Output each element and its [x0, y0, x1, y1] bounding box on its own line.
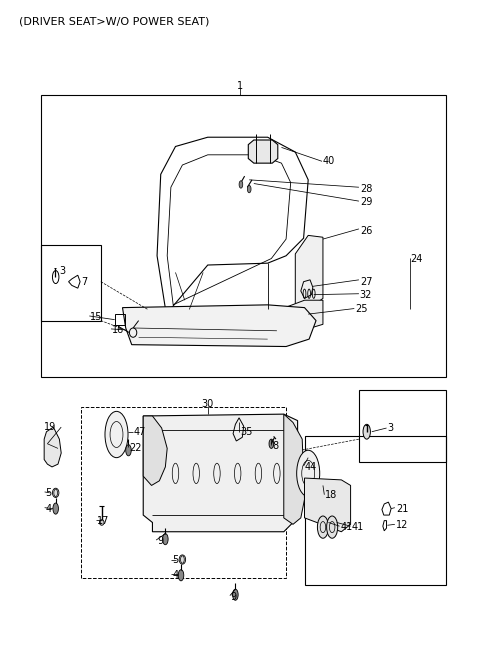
Circle shape: [363, 424, 371, 439]
Bar: [304, 436, 445, 584]
Circle shape: [163, 533, 168, 544]
Polygon shape: [143, 414, 298, 532]
Polygon shape: [268, 300, 323, 330]
Bar: [41, 94, 445, 377]
Text: 3: 3: [387, 423, 394, 433]
Text: 26: 26: [360, 226, 372, 236]
Text: 30: 30: [202, 399, 214, 409]
Bar: [115, 314, 125, 325]
Circle shape: [233, 589, 238, 600]
Text: 24: 24: [410, 253, 423, 264]
Text: 41: 41: [351, 522, 364, 532]
Text: 21: 21: [396, 504, 408, 514]
Text: 15: 15: [90, 312, 103, 322]
Text: 8: 8: [272, 441, 278, 451]
Text: 29: 29: [360, 197, 372, 207]
Circle shape: [247, 186, 251, 193]
Polygon shape: [248, 140, 278, 163]
Text: 1: 1: [237, 81, 243, 91]
Ellipse shape: [52, 488, 59, 497]
Text: 4: 4: [46, 504, 52, 514]
Polygon shape: [143, 416, 167, 485]
Ellipse shape: [99, 520, 104, 525]
Text: 9: 9: [157, 536, 163, 546]
Ellipse shape: [179, 555, 186, 564]
Text: 5: 5: [46, 488, 52, 498]
Text: 5: 5: [172, 554, 179, 565]
Text: 18: 18: [325, 489, 337, 500]
Circle shape: [239, 181, 243, 188]
Text: (DRIVER SEAT>W/O POWER SEAT): (DRIVER SEAT>W/O POWER SEAT): [19, 16, 209, 26]
Text: 9: 9: [231, 592, 237, 602]
Text: 17: 17: [97, 516, 109, 525]
Circle shape: [53, 503, 59, 514]
Polygon shape: [284, 414, 304, 524]
Text: 40: 40: [323, 156, 335, 167]
Circle shape: [269, 439, 274, 449]
Circle shape: [126, 445, 131, 456]
Circle shape: [178, 569, 184, 581]
Text: 32: 32: [360, 290, 372, 300]
Text: 41: 41: [340, 522, 353, 532]
Polygon shape: [44, 427, 61, 467]
Circle shape: [105, 411, 128, 458]
Circle shape: [317, 516, 328, 538]
Text: 27: 27: [360, 277, 372, 287]
Text: 16: 16: [112, 325, 124, 335]
Circle shape: [326, 516, 338, 538]
Circle shape: [297, 450, 320, 497]
Polygon shape: [304, 478, 350, 532]
Bar: [41, 245, 101, 321]
Text: 25: 25: [355, 304, 368, 314]
Polygon shape: [122, 305, 316, 346]
Text: 4: 4: [172, 570, 179, 581]
Text: 3: 3: [60, 266, 65, 276]
Polygon shape: [295, 236, 323, 310]
Bar: [359, 390, 445, 462]
Text: 7: 7: [81, 277, 87, 287]
Text: 12: 12: [396, 520, 408, 530]
Text: 47: 47: [134, 426, 146, 437]
Text: 19: 19: [44, 422, 57, 432]
Text: 44: 44: [304, 462, 317, 472]
Text: 28: 28: [360, 184, 372, 194]
Text: 35: 35: [240, 426, 252, 437]
Text: 22: 22: [130, 443, 142, 453]
